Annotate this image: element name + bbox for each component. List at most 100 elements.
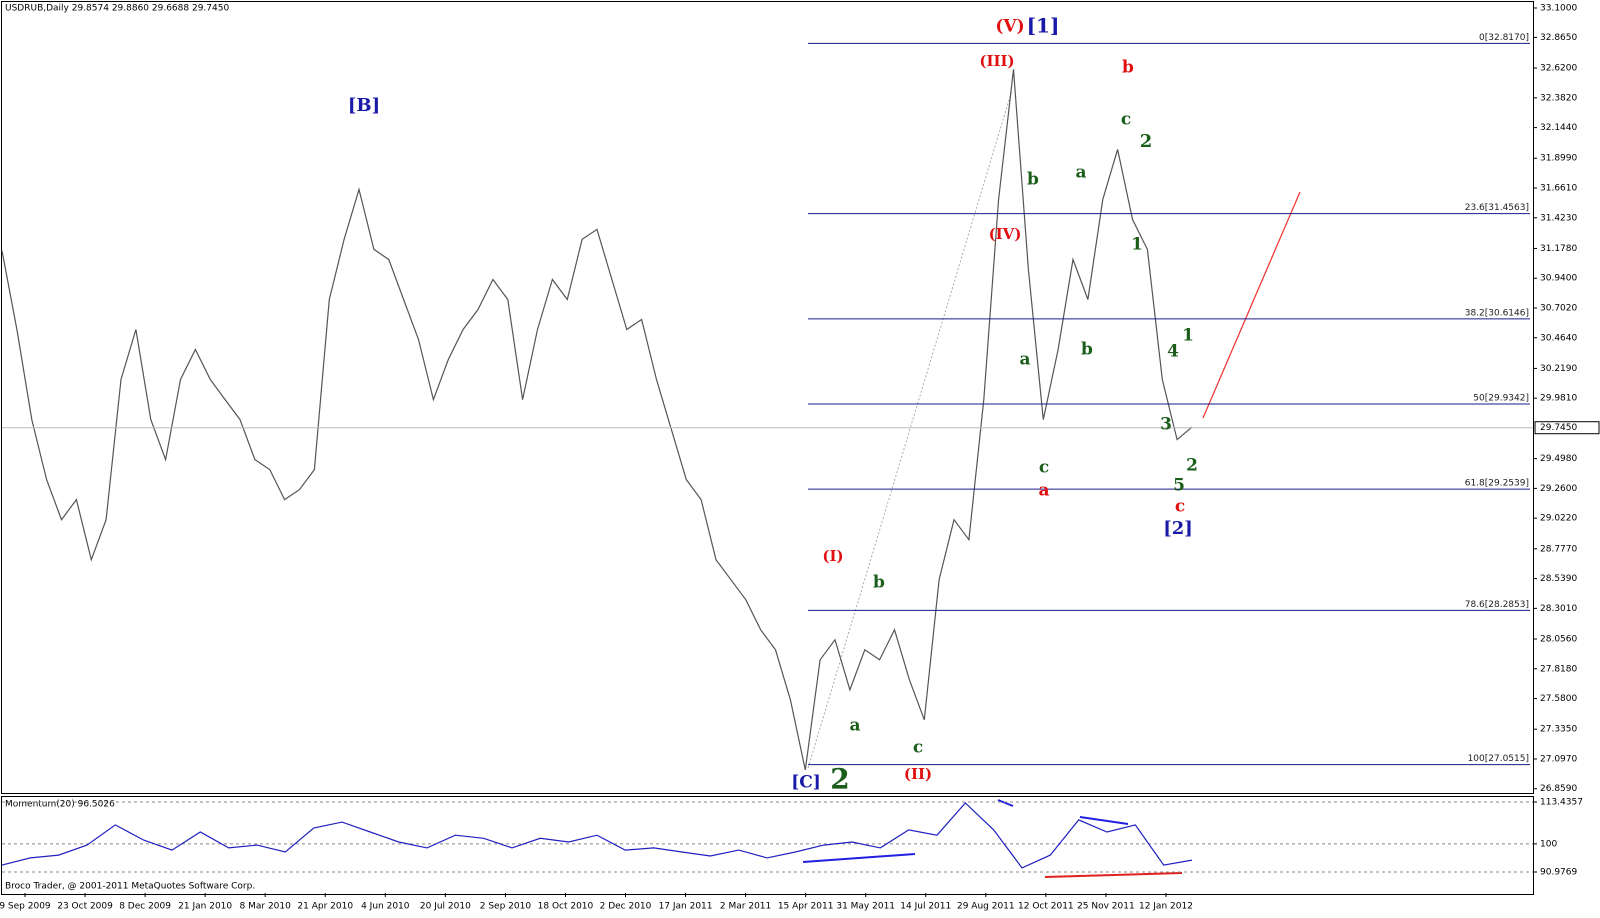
wave-label: 2 xyxy=(1140,131,1153,152)
y-tick-label: 28.0560 xyxy=(1540,635,1577,645)
price-frame xyxy=(1,1,1534,794)
wave-label: 3 xyxy=(1160,415,1172,435)
fib-label: 23.6[31.4563] xyxy=(1465,203,1529,213)
y-tick-label: 26.8590 xyxy=(1540,784,1577,794)
y-tick-label: 31.4230 xyxy=(1540,213,1577,223)
y-tick-label: 33.1000 xyxy=(1540,4,1577,14)
wave-label: c xyxy=(1121,110,1131,130)
wave-label: c xyxy=(913,738,923,758)
x-tick-label: 15 Apr 2011 xyxy=(778,902,834,912)
y-tick-label: 90.9769 xyxy=(1540,868,1577,878)
wave-label: 2 xyxy=(830,763,849,796)
fib-label: 61.8[29.2539] xyxy=(1465,479,1529,489)
price-line xyxy=(1,802,1193,869)
divergence-line xyxy=(802,853,916,863)
y-tick-label: 100 xyxy=(1540,839,1557,849)
x-tick-label: 20 Jul 2010 xyxy=(420,902,471,912)
y-tick-label: 28.7770 xyxy=(1540,544,1577,554)
y-tick-label: 32.8650 xyxy=(1540,33,1577,43)
x-tick-label: 17 Jan 2011 xyxy=(659,902,713,912)
wave-label: c xyxy=(1039,458,1049,478)
y-tick-label: 113.4357 xyxy=(1540,798,1583,808)
wave-label: (V) xyxy=(995,17,1024,37)
x-tick-label: 31 May 2011 xyxy=(836,902,895,912)
y-tick-label: 29.2600 xyxy=(1540,484,1577,494)
y-tick-label: 30.9400 xyxy=(1540,274,1577,284)
y-tick-label: 30.2190 xyxy=(1540,364,1577,374)
current-price-box xyxy=(1534,421,1600,435)
y-tick-label: 27.5800 xyxy=(1540,694,1577,704)
y-tick-label: 28.5390 xyxy=(1540,574,1577,584)
y-tick-label: 32.3820 xyxy=(1540,93,1577,103)
wave-label: a xyxy=(849,716,860,736)
y-tick-label: 32.6200 xyxy=(1540,64,1577,74)
divergence-line xyxy=(1044,872,1183,878)
x-tick-label: 4 Jun 2010 xyxy=(361,902,410,912)
x-tick-label: 2 Sep 2010 xyxy=(480,902,532,912)
wave-label: c xyxy=(1175,497,1185,517)
x-tick-label: 12 Oct 2011 xyxy=(1018,902,1074,912)
x-tick-label: 21 Jan 2010 xyxy=(178,902,232,912)
y-tick-label: 27.8180 xyxy=(1540,664,1577,674)
wave-label: [C] xyxy=(791,773,821,793)
footer: Broco Trader, @ 2001-2011 MetaQuotes Sof… xyxy=(5,882,255,892)
projection-line xyxy=(1202,191,1301,419)
wave-label: a xyxy=(1038,481,1049,501)
x-tick-label: 12 Jan 2012 xyxy=(1139,902,1193,912)
y-tick-label: 29.9810 xyxy=(1540,394,1577,404)
fib-label: 50[29.9342] xyxy=(1473,394,1529,404)
y-tick-label: 31.8990 xyxy=(1540,154,1577,164)
x-tick-label: 8 Dec 2009 xyxy=(119,902,171,912)
wave-label: a xyxy=(1019,350,1030,370)
y-tick-label: 31.1780 xyxy=(1540,244,1577,254)
x-tick-label: 2 Dec 2010 xyxy=(600,902,652,912)
x-tick-label: 8 Mar 2010 xyxy=(240,902,292,912)
divergence-line xyxy=(1079,816,1129,825)
y-tick-label: 27.0970 xyxy=(1540,754,1577,764)
y-tick-label: 32.1440 xyxy=(1540,123,1577,133)
fib-label: 38.2[30.6146] xyxy=(1465,308,1529,318)
y-tick-label: 31.6610 xyxy=(1540,184,1577,194)
y-tick-label: 28.3010 xyxy=(1540,604,1577,614)
divergence-line xyxy=(997,799,1014,807)
fib-label: 78.6[28.2853] xyxy=(1465,600,1529,610)
wave-label: 1 xyxy=(1182,326,1194,346)
x-tick-label: 25 Nov 2011 xyxy=(1077,902,1135,912)
momentum-frame xyxy=(1,796,1534,895)
x-tick-label: 23 Oct 2009 xyxy=(57,902,113,912)
fib-label: 100[27.0515] xyxy=(1468,754,1529,764)
wave-label: [B] xyxy=(348,95,380,116)
wave-label: (II) xyxy=(904,765,932,783)
wave-label: (IV) xyxy=(989,225,1022,243)
wave-label: (III) xyxy=(979,52,1014,70)
x-tick-label: 21 Apr 2010 xyxy=(297,902,353,912)
wave-label: 5 xyxy=(1173,476,1185,496)
wave-label: 1 xyxy=(1131,235,1143,255)
x-tick-label: 2 Mar 2011 xyxy=(720,902,771,912)
fib-label: 0[32.8170] xyxy=(1479,33,1529,43)
x-tick-label: 14 Jul 2011 xyxy=(900,902,951,912)
chart-title: USDRUB,Daily 29.8574 29.8860 29.6688 29.… xyxy=(5,4,229,14)
y-tick-label: 30.7020 xyxy=(1540,303,1577,313)
price-line xyxy=(1,69,1193,771)
wave-label: b xyxy=(1122,58,1134,78)
y-tick-label: 29.4980 xyxy=(1540,454,1577,464)
wave-label: b xyxy=(1027,170,1039,190)
wave-label: (I) xyxy=(822,547,843,565)
current-price-label: 29.7450 xyxy=(1540,423,1577,433)
wave-label: [2] xyxy=(1163,518,1193,539)
wave-label: [1] xyxy=(1027,14,1060,38)
x-tick-label: 18 Oct 2010 xyxy=(538,902,594,912)
y-tick-label: 30.4640 xyxy=(1540,333,1577,343)
y-tick-label: 27.3350 xyxy=(1540,725,1577,735)
wave-label: b xyxy=(1081,340,1093,360)
wave-label: 2 xyxy=(1186,456,1198,476)
y-tick-label: 29.0220 xyxy=(1540,514,1577,524)
wave-label: a xyxy=(1075,163,1086,183)
wave-label: b xyxy=(873,573,885,593)
indicator-title: Momentum(20) 96.5026 xyxy=(5,800,115,810)
wave-label: 4 xyxy=(1167,342,1179,362)
x-tick-label: 9 Sep 2009 xyxy=(0,902,51,912)
